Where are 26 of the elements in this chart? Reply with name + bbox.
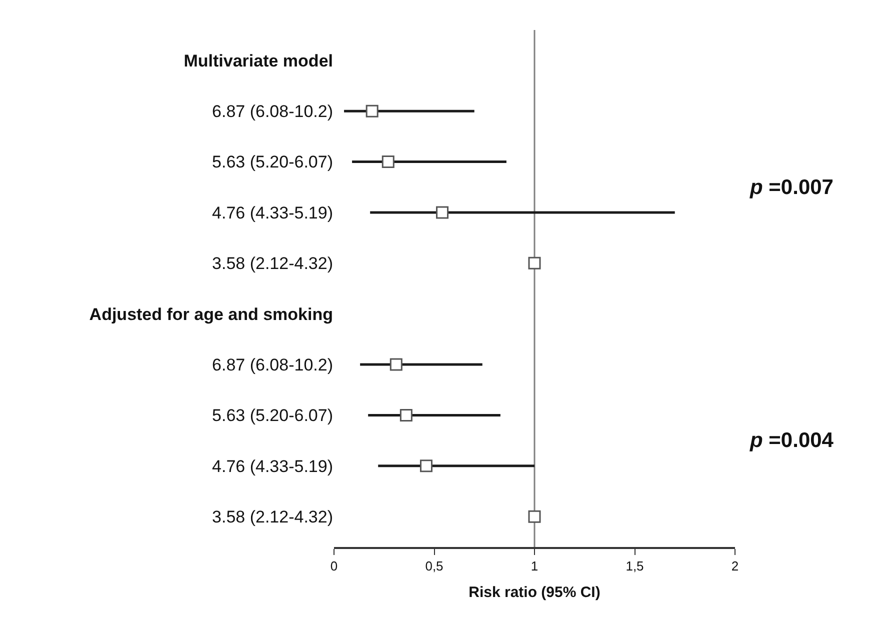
x-tick-label: 1 bbox=[530, 558, 538, 574]
point bbox=[528, 510, 541, 523]
y-tick-label: 4.76 (4.33-5.19) bbox=[212, 456, 333, 476]
y-tick-label: 5.63 (5.20-6.07) bbox=[212, 406, 333, 426]
y-tick-label: 6.87 (6.08-10.2) bbox=[212, 102, 333, 122]
y-tick-label: Multivariate model bbox=[184, 51, 333, 70]
y-tick-label: 3.58 (2.12-4.32) bbox=[212, 254, 333, 274]
y-tick-label: 6.87 (6.08-10.2) bbox=[212, 355, 333, 374]
point bbox=[436, 206, 449, 219]
point bbox=[366, 104, 378, 118]
y-tick-label: 4.76 (4.33-5.19) bbox=[212, 203, 333, 222]
x-tick-label: 2 bbox=[731, 558, 739, 574]
text: p =0.004 bbox=[749, 429, 834, 452]
x-tick-label: 0 bbox=[330, 558, 338, 574]
point bbox=[382, 156, 394, 168]
point bbox=[528, 256, 541, 270]
x-tick-label: 0,5 bbox=[425, 558, 444, 574]
x-tick-label: 1,5 bbox=[626, 558, 644, 574]
point bbox=[420, 460, 432, 472]
text: p =0.007 bbox=[749, 176, 834, 199]
point bbox=[390, 358, 402, 371]
y-tick-label: 5.63 (5.20-6.07) bbox=[212, 152, 333, 172]
x-axis-title: Risk ratio (95% CI) bbox=[468, 584, 600, 601]
point bbox=[400, 408, 412, 422]
y-tick-label: Adjusted for age and smoking bbox=[89, 304, 333, 324]
y-tick-label: 3.58 (2.12-4.32) bbox=[212, 508, 333, 527]
